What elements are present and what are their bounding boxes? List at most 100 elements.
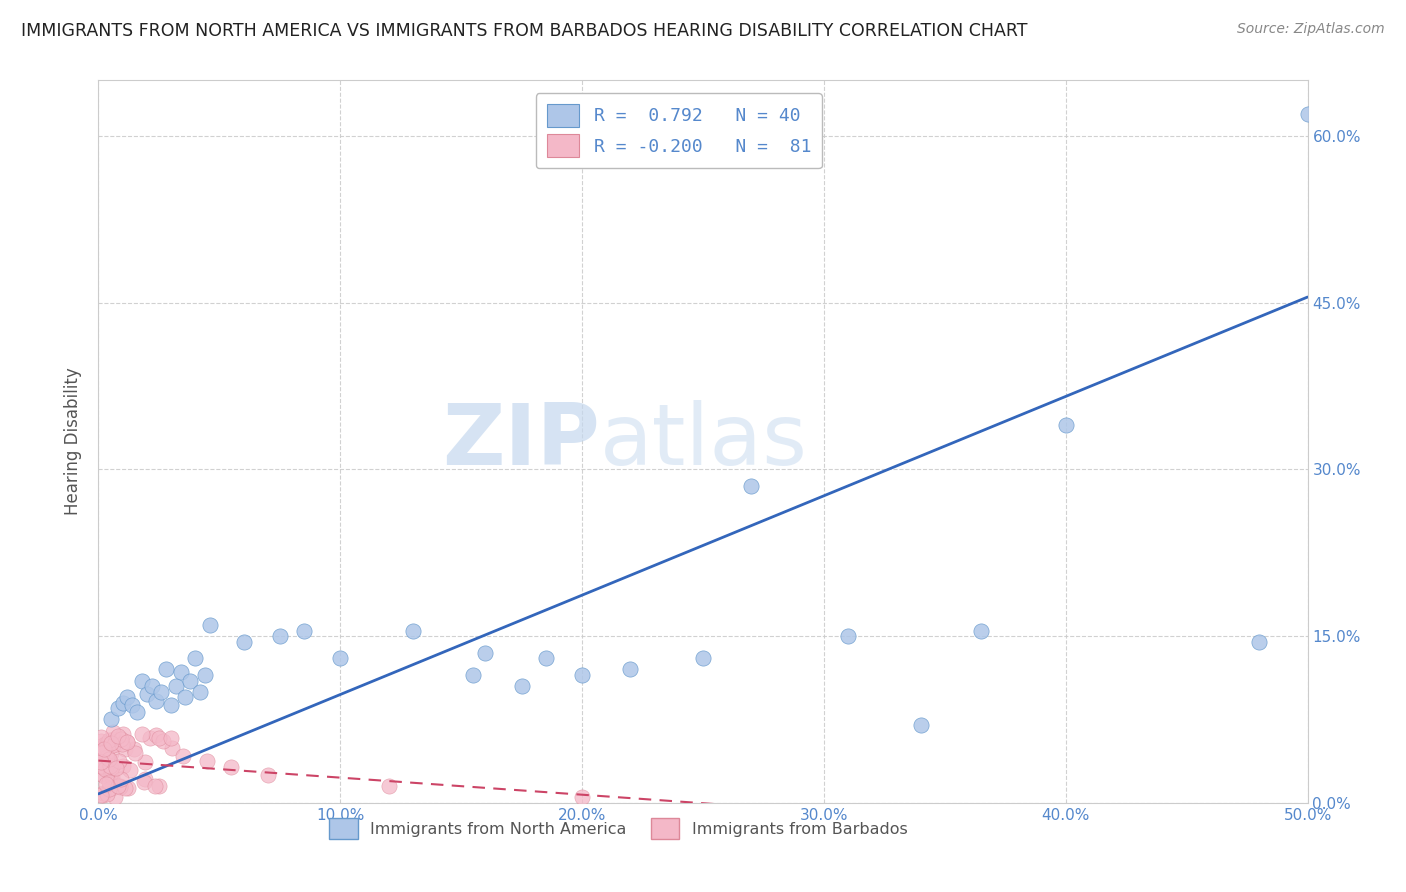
Point: [117, 781, 139, 796]
Point: [90, 767, 112, 781]
Point: [534, 651, 557, 665]
Point: [90, 730, 112, 744]
Point: [122, 741, 145, 756]
Point: [1296, 106, 1319, 120]
Point: [127, 705, 149, 719]
Point: [110, 779, 132, 793]
Point: [195, 754, 218, 768]
Point: [134, 775, 156, 789]
Point: [1054, 417, 1077, 432]
Point: [124, 746, 146, 760]
Point: [402, 624, 425, 638]
Point: [155, 662, 177, 676]
Point: [107, 729, 129, 743]
Point: [90, 739, 112, 753]
Point: [98, 759, 121, 773]
Point: [90, 734, 112, 748]
Point: [152, 734, 174, 748]
Point: [103, 757, 125, 772]
Point: [94, 739, 117, 754]
Point: [221, 760, 243, 774]
Point: [910, 718, 932, 732]
Point: [97, 760, 120, 774]
Point: [292, 624, 315, 638]
Point: [141, 679, 163, 693]
Point: [134, 756, 156, 770]
Point: [90, 788, 112, 802]
Point: [139, 731, 162, 745]
Point: [474, 646, 496, 660]
Point: [134, 772, 156, 786]
Point: [90, 745, 112, 759]
Point: [110, 731, 132, 746]
Point: [101, 737, 124, 751]
Point: [98, 735, 121, 749]
Legend: Immigrants from North America, Immigrants from Barbados: Immigrants from North America, Immigrant…: [322, 812, 914, 846]
Point: [256, 768, 278, 782]
Point: [91, 786, 114, 800]
Point: [121, 698, 143, 712]
Point: [150, 684, 173, 698]
Point: [131, 727, 153, 741]
Point: [188, 684, 211, 698]
Point: [112, 759, 135, 773]
Point: [93, 788, 115, 802]
Point: [740, 479, 762, 493]
Point: [131, 673, 153, 688]
Point: [93, 742, 115, 756]
Point: [93, 762, 115, 776]
Point: [510, 679, 533, 693]
Point: [105, 737, 128, 751]
Point: [174, 690, 197, 705]
Point: [101, 770, 124, 784]
Point: [101, 738, 124, 752]
Point: [100, 713, 122, 727]
Point: [169, 665, 191, 679]
Point: [104, 761, 127, 775]
Point: [172, 749, 194, 764]
Point: [108, 754, 131, 768]
Point: [98, 752, 121, 766]
Point: [111, 737, 134, 751]
Point: [377, 779, 399, 793]
Point: [837, 629, 859, 643]
Point: [107, 701, 129, 715]
Point: [94, 737, 117, 751]
Point: [100, 736, 122, 750]
Point: [107, 779, 129, 793]
Point: [115, 735, 138, 749]
Point: [571, 668, 593, 682]
Point: [101, 725, 124, 739]
Point: [117, 734, 139, 748]
Point: [160, 698, 183, 712]
Point: [114, 781, 136, 796]
Point: [118, 763, 141, 777]
Point: [184, 651, 207, 665]
Point: [111, 727, 134, 741]
Point: [692, 651, 714, 665]
Point: [98, 770, 121, 784]
Point: [329, 651, 352, 665]
Point: [619, 662, 641, 676]
Point: [100, 747, 122, 761]
Point: [97, 733, 120, 747]
Point: [165, 679, 187, 693]
Point: [269, 629, 291, 643]
Text: IMMIGRANTS FROM NORTH AMERICA VS IMMIGRANTS FROM BARBADOS HEARING DISABILITY COR: IMMIGRANTS FROM NORTH AMERICA VS IMMIGRA…: [21, 22, 1028, 40]
Y-axis label: Hearing Disability: Hearing Disability: [65, 368, 83, 516]
Point: [96, 736, 118, 750]
Point: [100, 762, 122, 776]
Text: Source: ZipAtlas.com: Source: ZipAtlas.com: [1237, 22, 1385, 37]
Point: [96, 787, 118, 801]
Point: [96, 749, 118, 764]
Point: [143, 779, 166, 793]
Point: [194, 668, 217, 682]
Point: [1249, 634, 1271, 648]
Point: [93, 769, 115, 783]
Point: [98, 775, 121, 789]
Point: [970, 624, 993, 638]
Point: [148, 731, 170, 746]
Point: [97, 781, 120, 796]
Point: [114, 742, 136, 756]
Point: [111, 696, 134, 710]
